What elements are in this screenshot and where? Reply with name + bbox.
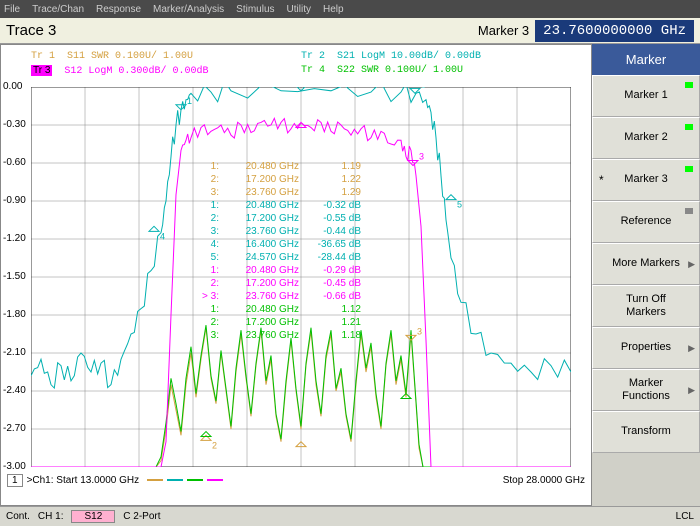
status-ch: CH 1: [38, 511, 64, 522]
trace4-header: Tr 4 S22 SWR 0.100U/ 1.00U [301, 65, 463, 76]
legend-swatch [207, 479, 223, 481]
active-trace-label: Trace 3 [6, 22, 56, 39]
plot-area[interactable]: Tr 1 S11 SWR 0.100U/ 1.00U Tr 2 S21 LogM … [0, 44, 592, 506]
legend-swatch [147, 479, 163, 481]
marker-table-row: 3:23.760 GHz1.18 [191, 329, 361, 342]
side-button-5[interactable]: Turn OffMarkers [592, 285, 700, 327]
menu-marker[interactable]: Marker/Analysis [153, 4, 224, 15]
side-button-3[interactable]: Reference [592, 201, 700, 243]
side-button-7[interactable]: MarkerFunctions ▶ [592, 369, 700, 411]
menu-help[interactable]: Help [323, 4, 344, 15]
marker-table-row: 3:23.760 GHz-0.44 dB [191, 225, 361, 238]
menu-utility[interactable]: Utility [287, 4, 311, 15]
legend-swatch [187, 479, 203, 481]
chevron-right-icon: ▶ [688, 385, 695, 396]
menu-file[interactable]: File [4, 4, 20, 15]
side-panel-header: Marker [592, 44, 700, 75]
side-panel: Marker Marker 1 Marker 2 * Marker 3 Referenc… [592, 44, 700, 506]
marker-table-row: 1:20.480 GHz1.19 [191, 160, 361, 173]
y-axis-label: -2.40 [3, 385, 26, 396]
side-button-label: Properties [621, 341, 671, 354]
side-button-label: MarkerFunctions [622, 377, 670, 403]
led-icon [685, 166, 693, 172]
stop-label: Stop [503, 475, 524, 486]
marker-table-row: 5:24.570 GHz-28.44 dB [191, 251, 361, 264]
y-axis-label: -0.30 [3, 119, 26, 130]
y-axis-label: -0.60 [3, 157, 26, 168]
menu-bar: File Trace/Chan Response Marker/Analysis… [0, 0, 700, 18]
side-button-label: Reference [621, 215, 672, 228]
y-axis-label: -2.10 [3, 347, 26, 358]
y-axis-label: 0.00 [3, 81, 22, 92]
marker-readout-label: Marker 3 [478, 23, 529, 38]
marker-table-row: 2:17.200 GHz-0.55 dB [191, 212, 361, 225]
y-axis-label: -0.90 [3, 195, 26, 206]
menu-stimulus[interactable]: Stimulus [236, 4, 274, 15]
side-button-8[interactable]: Transform [592, 411, 700, 453]
start-label: >Ch1: Start [27, 475, 78, 486]
marker-table-row: > 3:23.760 GHz-0.66 dB [191, 290, 361, 303]
marker-table-row: 2:17.200 GHz1.21 [191, 316, 361, 329]
led-icon [685, 124, 693, 130]
y-axis-label: -2.70 [3, 423, 26, 434]
side-button-label: Marker 1 [624, 89, 667, 102]
chevron-right-icon: ▶ [688, 259, 695, 270]
marker-table-row: 3:23.760 GHz1.29 [191, 186, 361, 199]
marker-table-row: 2:17.200 GHz1.22 [191, 173, 361, 186]
side-button-1[interactable]: Marker 2 [592, 117, 700, 159]
status-lcl: LCL [676, 511, 694, 522]
trace3-header: Tr 3 S12 LogM 0.300dB/ 0.00dB [31, 65, 208, 77]
side-button-0[interactable]: Marker 1 [592, 75, 700, 117]
svg-text:3: 3 [419, 152, 424, 162]
status-bar: Cont. CH 1: S12 C 2-Port LCL [0, 506, 700, 526]
y-axis-label: -3.00 [3, 461, 26, 472]
side-button-6[interactable]: Properties ▶ [592, 327, 700, 369]
channel-number[interactable]: 1 [7, 474, 23, 487]
side-button-label: More Markers [612, 257, 680, 270]
svg-text:2: 2 [212, 440, 217, 450]
stop-freq: 28.0000 GHz [526, 475, 585, 486]
marker-table-row: 1:20.480 GHz-0.29 dB [191, 264, 361, 277]
marker-table-row: 1:20.480 GHz-0.32 dB [191, 199, 361, 212]
y-axis-label: -1.50 [3, 271, 26, 282]
menu-trace[interactable]: Trace/Chan [32, 4, 84, 15]
trace1-header: Tr 1 S11 SWR 0.100U/ 1.00U [31, 51, 193, 62]
svg-text:3: 3 [417, 326, 422, 336]
marker-table-row: 1:20.480 GHz1.12 [191, 303, 361, 316]
y-axis-label: -1.20 [3, 233, 26, 244]
side-button-label: Marker 2 [624, 131, 667, 144]
legend-swatch [167, 479, 183, 481]
svg-text:5: 5 [457, 200, 462, 210]
marker-table-row: 2:17.200 GHz-0.45 dB [191, 277, 361, 290]
status-s12[interactable]: S12 [71, 510, 115, 523]
top-bar: Trace 3 Marker 3 23.7600000000 GHz [0, 18, 700, 44]
status-port: C 2-Port [123, 511, 160, 522]
side-button-4[interactable]: More Markers ▶ [592, 243, 700, 285]
svg-text:1: 1 [187, 96, 192, 106]
marker-readout-value[interactable]: 23.7600000000 GHz [535, 20, 694, 42]
start-freq: 13.0000 GHz [80, 475, 139, 486]
svg-text:3: 3 [421, 87, 426, 89]
status-cont: Cont. [6, 511, 30, 522]
side-button-label: Marker 3 [624, 173, 667, 186]
side-button-2[interactable]: * Marker 3 [592, 159, 700, 201]
side-button-label: Turn OffMarkers [626, 293, 666, 319]
marker-table: 1:20.480 GHz1.192:17.200 GHz1.223:23.760… [191, 160, 361, 342]
chart-bottom-line: 1 >Ch1: Start 13.0000 GHz Stop 28.0000 G… [7, 474, 585, 487]
trace2-header: Tr 2 S21 LogM 10.00dB/ 0.00dB [301, 51, 481, 62]
led-icon [685, 82, 693, 88]
marker-table-row: 4:16.400 GHz-36.65 dB [191, 238, 361, 251]
side-button-label: Transform [621, 425, 671, 438]
chevron-right-icon: ▶ [688, 343, 695, 354]
star-icon: * [599, 173, 604, 187]
led-icon [685, 208, 693, 214]
svg-text:4: 4 [160, 231, 165, 241]
y-axis-label: -1.80 [3, 309, 26, 320]
menu-response[interactable]: Response [96, 4, 141, 15]
